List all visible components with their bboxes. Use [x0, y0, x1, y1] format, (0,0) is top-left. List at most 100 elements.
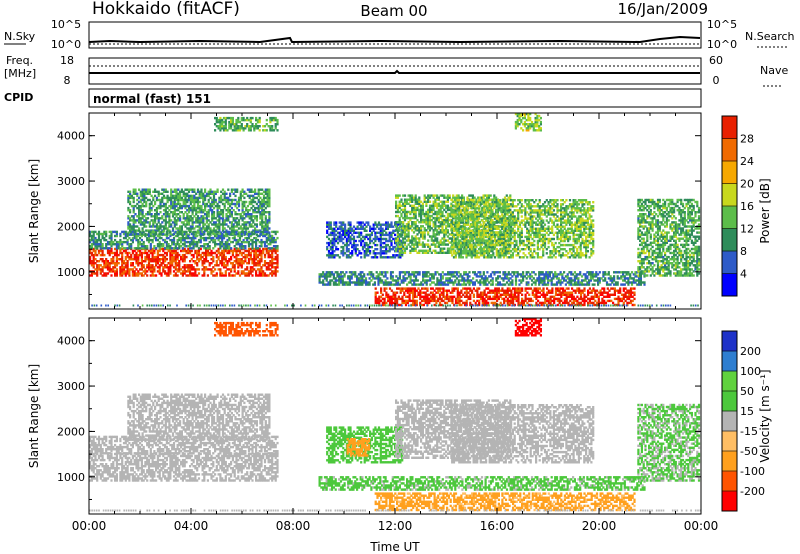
- power-cell: [344, 243, 347, 247]
- power-cell: [192, 253, 195, 257]
- power-cell: [276, 120, 279, 124]
- power-cell: [267, 262, 270, 265]
- power-cell: [131, 236, 134, 240]
- power-cell: [212, 221, 216, 224]
- power-cell: [500, 277, 503, 280]
- power-cell: [240, 262, 243, 265]
- power-cell: [191, 196, 194, 200]
- power-cell: [145, 225, 148, 228]
- power-cell: [114, 270, 117, 273]
- power-cell: [92, 266, 95, 269]
- power-cell: [440, 291, 443, 294]
- power-cell: [508, 293, 511, 296]
- power-cell: [221, 274, 224, 277]
- power-cell: [485, 299, 488, 303]
- power-cell: [228, 238, 231, 242]
- power-cell: [494, 289, 497, 292]
- power-cell: [204, 223, 207, 226]
- power-cell: [94, 240, 97, 244]
- power-cell: [267, 125, 270, 128]
- power-cell: [497, 271, 500, 274]
- power-cell: [525, 283, 528, 286]
- power-cell: [565, 299, 568, 303]
- power-cell: [181, 230, 184, 234]
- power-cell: [119, 272, 122, 275]
- power-cell: [363, 275, 366, 278]
- power-cell: [563, 271, 566, 274]
- power-cell: [252, 194, 255, 198]
- power-cell: [105, 245, 108, 248]
- power-cell: [132, 229, 135, 232]
- power-cell: [398, 216, 401, 220]
- power-cell: [446, 291, 449, 294]
- power-cell: [482, 279, 485, 282]
- power-cell: [335, 237, 338, 241]
- power-cell: [241, 206, 244, 210]
- power-cell: [183, 255, 186, 259]
- power-cell: [149, 274, 152, 277]
- power-cell: [166, 196, 169, 200]
- power-cell: [90, 247, 93, 250]
- power-cell: [187, 209, 191, 212]
- power-cell: [538, 271, 541, 274]
- power-cell: [383, 297, 386, 301]
- power-cell: [139, 247, 142, 250]
- power-cell: [183, 268, 186, 271]
- power-cell: [437, 287, 440, 290]
- power-cell: [562, 293, 565, 296]
- power-cell: [175, 221, 178, 224]
- power-cell: [589, 271, 592, 274]
- power-cell: [103, 230, 106, 234]
- power-cell: [191, 223, 194, 226]
- power-cell: [255, 249, 258, 253]
- power-cell: [274, 251, 277, 255]
- power-cell: [147, 238, 151, 242]
- power-cell: [400, 231, 403, 234]
- power-cell: [377, 221, 381, 224]
- power-cell: [101, 274, 104, 277]
- power-cell: [436, 283, 439, 286]
- power-cell: [468, 271, 471, 274]
- power-cell: [237, 270, 240, 273]
- power-cell: [101, 253, 104, 257]
- power-cell: [354, 273, 357, 276]
- power-cell: [262, 198, 266, 202]
- power-cell: [205, 268, 208, 271]
- power-cell: [508, 299, 511, 303]
- power-cell: [97, 236, 101, 240]
- power-cell: [463, 273, 466, 276]
- power-cell: [101, 270, 104, 273]
- power-cell: [193, 209, 196, 212]
- power-cell: [572, 279, 575, 282]
- power-cell: [276, 247, 279, 250]
- power-cell: [255, 251, 258, 255]
- power-cell: [187, 247, 190, 251]
- power-cell: [193, 227, 196, 230]
- power-cell: [225, 213, 228, 216]
- power-cell: [333, 256, 336, 259]
- power-cell: [196, 253, 199, 257]
- power-cell: [169, 272, 172, 275]
- power-cell: [510, 295, 513, 298]
- power-cell: [331, 254, 334, 257]
- power-cell: [224, 116, 227, 120]
- power-cell: [395, 225, 398, 228]
- power-cell: [258, 274, 261, 277]
- power-cell: [369, 241, 372, 245]
- power-cell: [142, 247, 145, 250]
- power-cell: [432, 277, 435, 280]
- power-cell: [214, 221, 217, 224]
- power-cell: [406, 287, 409, 290]
- power-cell: [221, 232, 224, 236]
- power-cell: [114, 251, 117, 255]
- power-cell: [485, 287, 488, 290]
- power-cell: [345, 271, 348, 274]
- power-cell: [140, 245, 143, 248]
- power-cell: [189, 243, 192, 246]
- power-cell: [435, 287, 438, 290]
- power-cell: [193, 190, 196, 193]
- power-cell: [258, 120, 261, 124]
- power-cell: [595, 289, 599, 292]
- power-cell: [237, 266, 240, 269]
- power-cell: [255, 223, 258, 226]
